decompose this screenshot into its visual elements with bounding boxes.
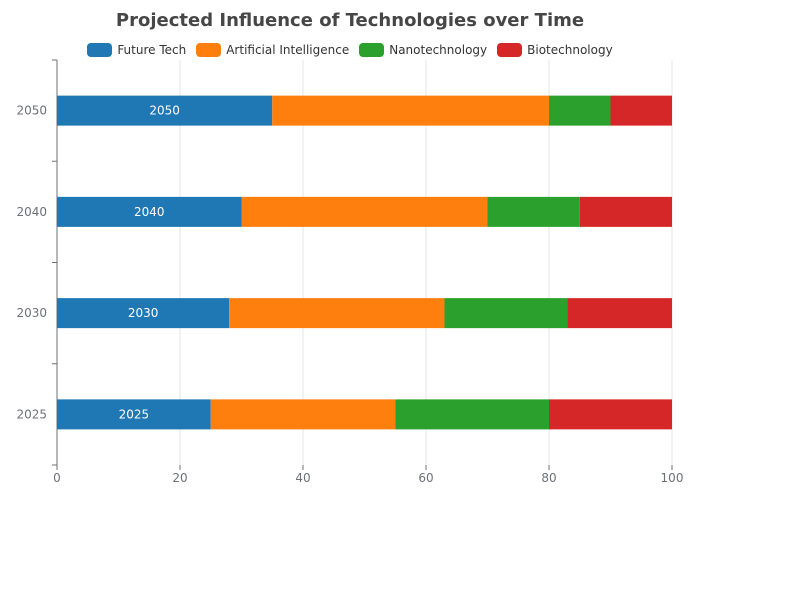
legend-swatch (497, 43, 523, 57)
y-tick-label: 2040 (16, 205, 47, 219)
legend-label: Nanotechnology (389, 43, 488, 57)
bar (272, 95, 549, 126)
legend: Future Tech Artificial Intelligence Nanote… (0, 43, 700, 57)
bar (57, 399, 211, 430)
legend-item[interactable]: Artificial Intelligence (196, 43, 349, 57)
x-tick-label: 0 (53, 471, 61, 485)
x-tick-label: 20 (172, 471, 187, 485)
legend-swatch (87, 43, 113, 57)
y-tick-label: 2050 (16, 104, 47, 118)
bar (395, 399, 549, 430)
x-tick-label: 40 (295, 471, 310, 485)
bar (610, 95, 672, 126)
bar (57, 298, 230, 329)
bar (549, 399, 672, 430)
legend-label: Artificial Intelligence (226, 43, 350, 57)
x-tick-label: 60 (418, 471, 433, 485)
bar (487, 196, 580, 227)
y-tick-label: 2025 (16, 407, 47, 421)
chart-title: Projected Influence of Technologies over… (115, 10, 585, 31)
bar-label: 2050 (149, 104, 180, 118)
bar-label: 2030 (128, 306, 159, 320)
bar (57, 196, 242, 227)
legend-item[interactable]: Biotechnology (497, 43, 613, 57)
legend-label: Future Tech (117, 43, 187, 57)
legend-label: Biotechnology (527, 43, 613, 57)
bar (444, 298, 568, 329)
legend-item[interactable]: Nanotechnology (359, 43, 487, 57)
legend-swatch (196, 43, 222, 57)
legend-swatch (359, 43, 385, 57)
bar (567, 298, 672, 329)
bar-label: 2025 (119, 407, 150, 421)
bar (579, 196, 672, 227)
x-tick-label: 100 (661, 471, 684, 485)
x-tick-label: 80 (541, 471, 556, 485)
bar (549, 95, 611, 126)
bar (229, 298, 445, 329)
bar-label: 2040 (134, 205, 165, 219)
bar (57, 95, 273, 126)
bar (210, 399, 396, 430)
y-tick-label: 2030 (16, 306, 47, 320)
bar (241, 196, 488, 227)
legend-item[interactable]: Future Tech (87, 43, 186, 57)
